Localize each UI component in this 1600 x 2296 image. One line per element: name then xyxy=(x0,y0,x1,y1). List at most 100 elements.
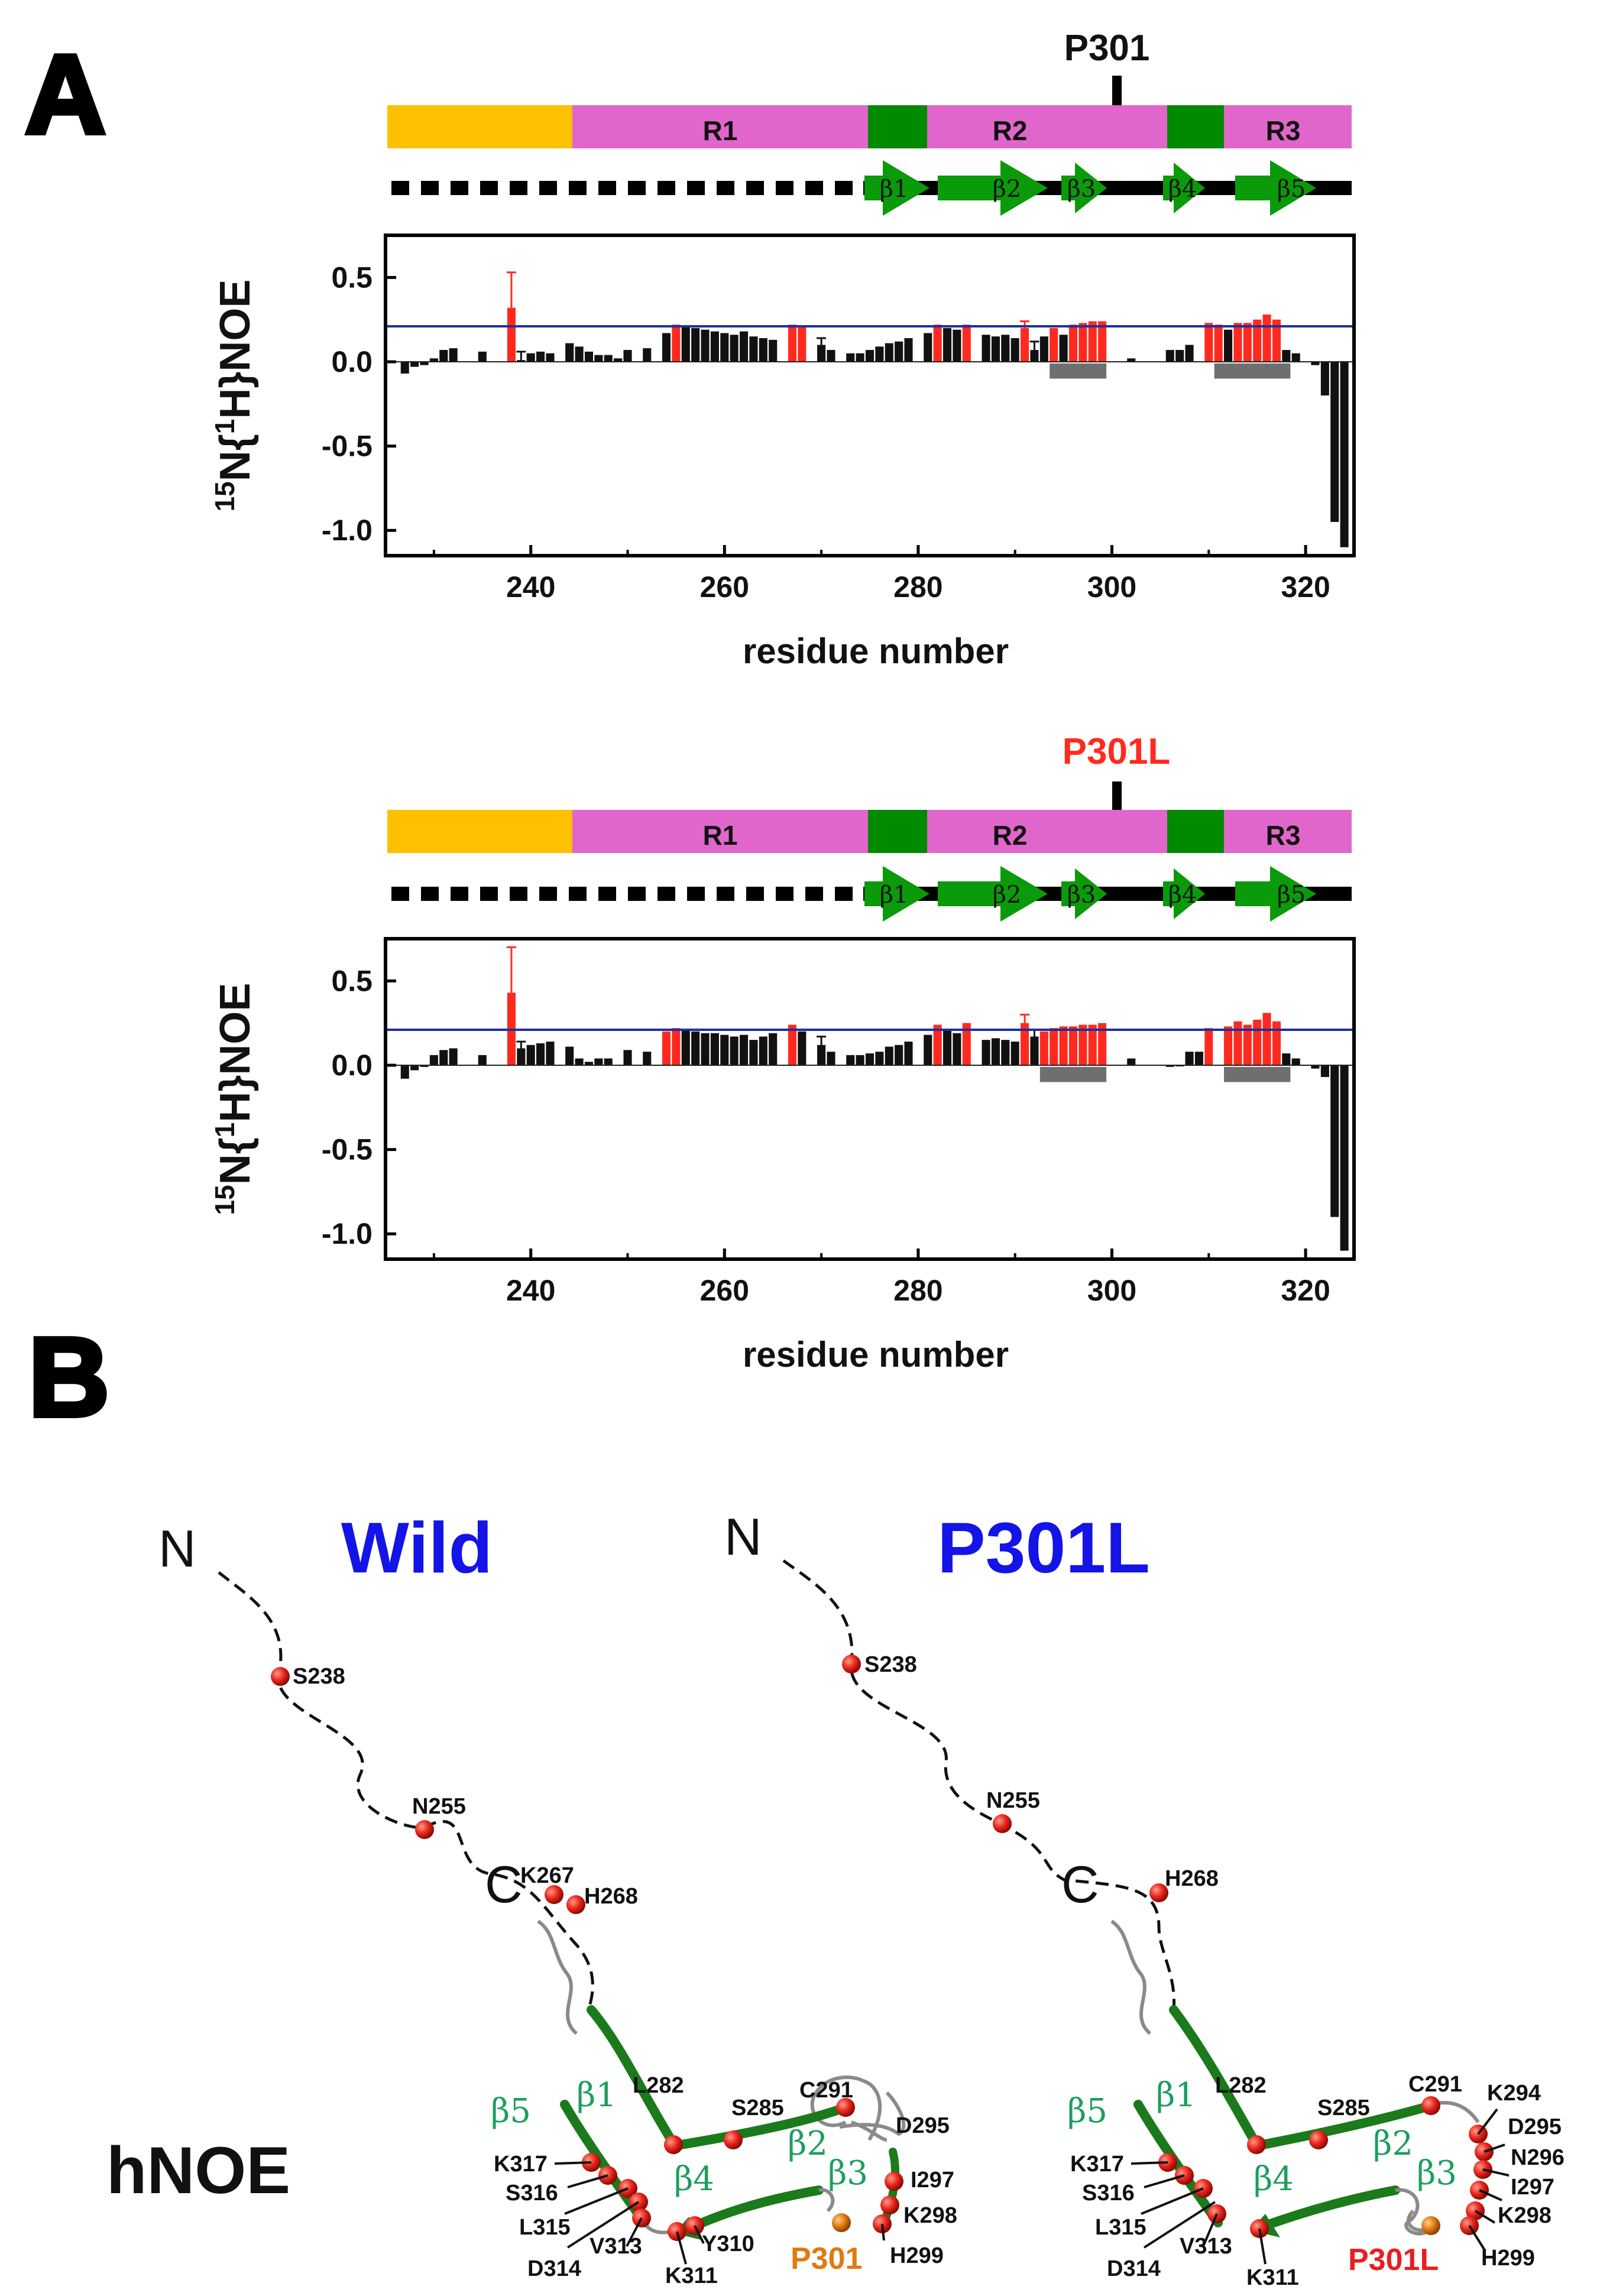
y-tick-label: -0.5 xyxy=(322,1133,373,1166)
noe-bar xyxy=(856,1055,864,1065)
p301l-c-term-coil xyxy=(1110,1919,1152,2035)
wild-label-h268: H268 xyxy=(584,1884,638,1909)
wild-strand-label-b4: β4 xyxy=(674,2160,714,2198)
p301l-label-p301l: P301L xyxy=(1348,2243,1439,2277)
p301l-label-k317: K317 xyxy=(1070,2152,1124,2177)
p301l-label-v313: V313 xyxy=(1180,2234,1232,2259)
y-axis-label: 15N{1H}NOE xyxy=(209,983,259,1215)
wild-label-s285: S285 xyxy=(731,2096,784,2120)
x-tick-label: 260 xyxy=(700,1274,749,1307)
noe-bar xyxy=(623,349,632,362)
noe-bar xyxy=(1021,327,1029,362)
p301l-strand-label-b2: β2 xyxy=(1373,2125,1413,2163)
r1-label-top: R1 xyxy=(703,115,738,146)
y-label-text: H}NOE xyxy=(212,280,259,419)
x-axis-label: residue number xyxy=(743,631,1009,671)
noe-bar xyxy=(478,351,487,362)
noe-bar xyxy=(904,1042,913,1065)
highlight-bar xyxy=(1214,363,1291,379)
noe-bar xyxy=(643,348,652,362)
y-tick-label: 0.0 xyxy=(331,345,373,378)
wild-residue-ball xyxy=(415,1820,434,1839)
wild-n-term-label: N xyxy=(158,1519,196,1578)
noe-bar xyxy=(672,325,681,362)
noe-bar xyxy=(1272,319,1281,362)
wild-strand-label-b3: β3 xyxy=(828,2154,868,2193)
noe-bar xyxy=(953,1033,961,1065)
p301l-leader-lines xyxy=(1131,2108,1510,2265)
noe-bar xyxy=(1010,1042,1019,1065)
wild-residue-ball xyxy=(885,2172,903,2191)
p301l-loop-b3 xyxy=(1395,2188,1433,2236)
noe-bar xyxy=(565,343,574,362)
noe-bar xyxy=(662,1031,671,1065)
noe-bar xyxy=(1320,1065,1329,1077)
p301l-label-d295: D295 xyxy=(1508,2115,1562,2139)
noe-bar xyxy=(933,325,942,362)
noe-bar xyxy=(575,346,584,362)
p301l-label-d314: D314 xyxy=(1107,2256,1161,2281)
p301l-mutation-ball xyxy=(1421,2216,1440,2235)
noe-bar xyxy=(798,326,807,362)
noe-bar xyxy=(942,327,952,362)
noe-bar xyxy=(1010,338,1019,362)
noe-bar xyxy=(856,353,864,362)
highlight-bar xyxy=(1224,1066,1291,1082)
noe-bar xyxy=(439,349,448,362)
arrow-beta1-top xyxy=(864,160,929,216)
noe-bar xyxy=(1262,1013,1271,1065)
panel-b-label: B xyxy=(28,1315,109,1440)
noe-bar xyxy=(1330,361,1339,522)
p301l-strand-b4 xyxy=(1261,2185,1400,2230)
wild-label-d314: D314 xyxy=(527,2256,581,2281)
noe-bar xyxy=(895,341,903,362)
noe-bar xyxy=(604,355,613,362)
noe-bar xyxy=(942,1030,952,1065)
y-label-superscript: 1 xyxy=(209,1123,240,1138)
noe-bar xyxy=(701,329,710,362)
noe-bar xyxy=(1059,1026,1068,1065)
noe-bar xyxy=(730,335,739,362)
r3-segment-top xyxy=(1224,105,1352,148)
noe-bar xyxy=(420,361,429,365)
structure-p301l: P301L N C β1 β2 β3 β4 β5 xyxy=(724,1507,1565,2290)
noe-bar xyxy=(1127,358,1136,362)
noe-bar xyxy=(1253,1019,1262,1065)
noe-bar xyxy=(594,1058,603,1065)
noe-bar xyxy=(720,1035,729,1065)
p301l-label-c291: C291 xyxy=(1408,2072,1462,2097)
noe-bar xyxy=(1088,1024,1097,1065)
noe-bar xyxy=(410,1065,419,1071)
noe-bar xyxy=(788,1024,797,1065)
r2-label-bottom: R2 xyxy=(993,820,1028,851)
noe-bar xyxy=(1068,1026,1078,1065)
p301l-label-k311: K311 xyxy=(1246,2265,1299,2290)
noe-bar xyxy=(924,1035,932,1065)
noe-bar xyxy=(1253,319,1262,362)
noe-bar xyxy=(429,1055,438,1065)
noe-bar xyxy=(429,358,438,362)
noe-bar xyxy=(575,1058,584,1065)
y-axis-label: 15N{1H}NOE xyxy=(209,280,259,512)
noe-bar xyxy=(1185,345,1194,362)
noe-bar xyxy=(1311,1065,1320,1069)
r2-segment-top xyxy=(927,105,1167,148)
noe-bar xyxy=(749,336,758,362)
wild-mutation-ball xyxy=(832,2213,851,2232)
arrow-beta2-bottom xyxy=(938,866,1048,922)
noe-bar xyxy=(710,331,719,362)
wild-strand-b2 xyxy=(669,2103,850,2151)
wild-label-l282: L282 xyxy=(633,2073,684,2098)
noe-bar xyxy=(1291,353,1300,362)
plot-frame xyxy=(384,937,1356,1261)
noe-bar xyxy=(1243,323,1252,362)
noe-bar xyxy=(1039,1031,1048,1065)
x-tick-label: 240 xyxy=(506,1274,555,1307)
noe-bar xyxy=(565,1046,574,1065)
arrow-beta1-bottom xyxy=(864,866,929,922)
noe-bar xyxy=(710,1033,719,1065)
p301l-strand-label-b3: β3 xyxy=(1417,2154,1457,2193)
noe-bar xyxy=(1078,1024,1087,1065)
noe-bar xyxy=(517,360,526,362)
hnoe-caption: hNOE xyxy=(106,2133,290,2207)
